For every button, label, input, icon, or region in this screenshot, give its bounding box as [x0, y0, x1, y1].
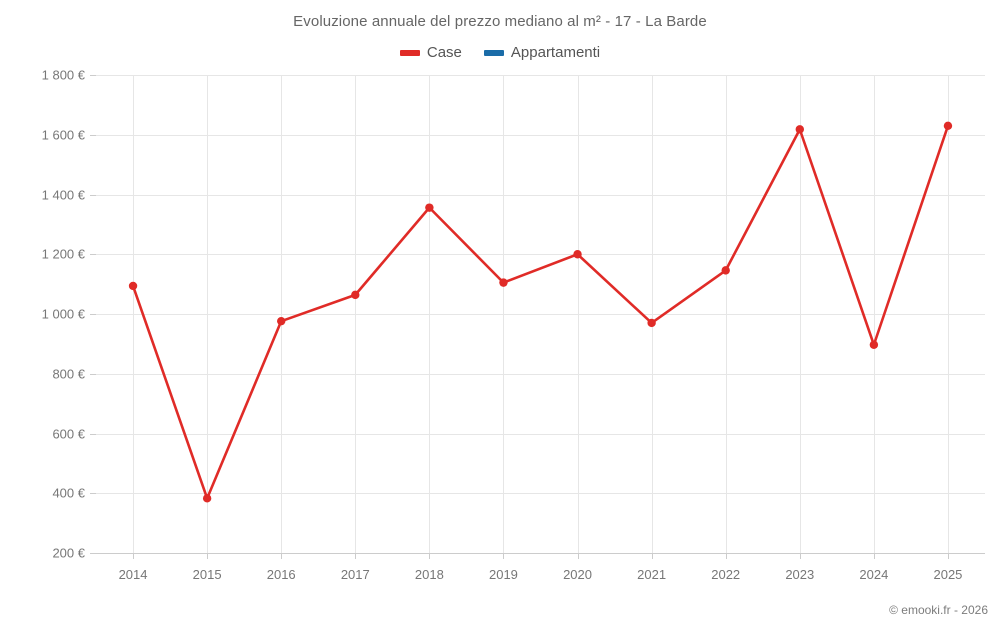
data-point-case[interactable] [721, 266, 730, 275]
legend-item-appartamenti[interactable]: Appartamenti [483, 44, 601, 61]
x-axis-tick-label: 2014 [118, 567, 148, 582]
y-axis-tick-label: 400 € [52, 485, 85, 501]
y-axis-tick-label: 1 600 € [41, 127, 85, 143]
data-point-case[interactable] [351, 290, 360, 300]
vertical-gridlines [133, 75, 949, 559]
data-point-case[interactable] [277, 316, 286, 326]
x-axis-tick-label: 2018 [414, 567, 444, 582]
x-axis-tick-label: 2021 [637, 567, 667, 582]
x-axis-tick-label: 2023 [785, 567, 815, 582]
y-axis-tick-label: 1 800 € [41, 67, 85, 83]
legend-label-appartamenti: Appartamenti [510, 44, 601, 61]
data-point-case[interactable] [425, 203, 434, 212]
x-axis-tick-label: 2016 [266, 567, 296, 582]
data-point-case[interactable] [128, 281, 138, 291]
series-line-case [131, 124, 950, 500]
data-point-case[interactable] [869, 340, 879, 349]
series-points [128, 121, 953, 503]
data-point-case[interactable] [573, 250, 582, 259]
x-axis-tick-label: 2019 [488, 567, 518, 582]
credit-text: © emooki.fr - 2026 [889, 603, 988, 617]
y-axis-tick-label: 1 200 € [41, 246, 85, 262]
legend-swatch-case [399, 49, 420, 56]
x-axis-tick-label: 2024 [859, 567, 889, 582]
x-axis-tick-label: 2015 [192, 567, 222, 582]
y-axis-tick-label: 200 € [52, 545, 85, 561]
data-point-case[interactable] [202, 494, 212, 503]
chart-title: Evoluzione annuale del prezzo mediano al… [293, 13, 707, 30]
x-axis-tick-label: 2017 [340, 567, 370, 582]
data-point-case[interactable] [795, 125, 804, 134]
chart-legend: Case Appartamenti [0, 44, 1000, 61]
legend-item-case[interactable]: Case [399, 44, 462, 61]
data-point-case[interactable] [943, 121, 953, 130]
x-axis-tick-label: 2020 [563, 567, 592, 582]
data-point-case[interactable] [499, 278, 508, 287]
x-axis-tick-label: 2022 [711, 567, 741, 582]
y-axis-tick-label: 1 400 € [41, 187, 85, 202]
data-point-case[interactable] [647, 318, 656, 328]
gridlines [90, 75, 985, 554]
y-axis-tick-label: 1 000 € [41, 306, 85, 322]
x-axis-tick-label: 2025 [933, 567, 963, 582]
y-axis-tick-label: 800 € [52, 366, 85, 382]
legend-swatch-appartamenti [483, 49, 504, 56]
y-axis-tick-label: 600 € [52, 426, 85, 441]
series-lines [131, 124, 950, 500]
legend-label-case: Case [426, 44, 462, 61]
